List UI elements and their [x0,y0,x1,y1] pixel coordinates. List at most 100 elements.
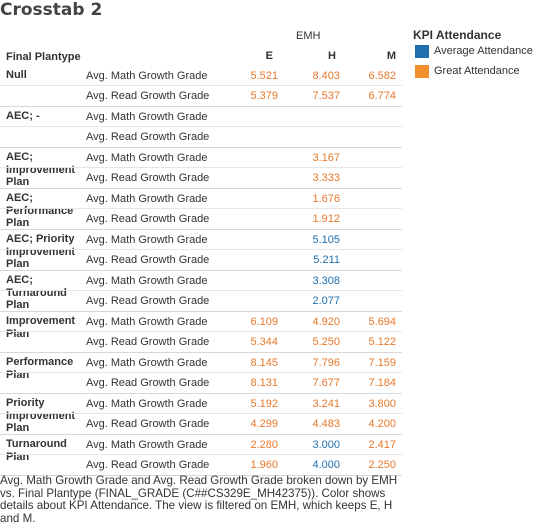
plantype-label: Performance Plan [6,356,74,381]
measure-label: Avg. Math Growth Grade [86,439,208,451]
table-row-group: AEC; - Avg. Math Growth Grade Avg. Read Gr… [0,107,402,148]
table-row: Avg. Read Growth Grade 5.211 [0,250,402,270]
data-cell-value[interactable]: 4.920 [312,316,340,328]
data-cell-value[interactable]: 8.145 [250,357,278,369]
measure-label: Avg. Math Growth Grade [86,193,208,205]
data-cell-value[interactable]: 3.800 [368,398,396,410]
table-row-group: AEC; Improvement Plan Avg. Math Growth Gr… [0,148,402,189]
table-row: Avg. Math Growth Grade 6.109 4.920 5.694 [0,312,402,332]
table-row: Avg. Math Growth Grade 3.308 [0,271,402,291]
data-cell-value[interactable]: 3.000 [312,439,340,451]
legend-title: KPI Attendance [413,28,502,42]
table-row: Avg. Math Growth Grade 1.676 [0,189,402,209]
data-cell-value[interactable]: 8.131 [250,377,278,389]
table-row-group: Performance Plan Avg. Math Growth Grade 8.… [0,353,402,394]
measure-label: Avg. Read Growth Grade [86,131,210,143]
data-cell-value[interactable]: 6.109 [250,316,278,328]
table-row: Avg. Read Growth Grade 2.077 [0,291,402,311]
plantype-label: Turnaround Plan [6,438,67,463]
measure-label: Avg. Read Growth Grade [86,295,210,307]
table-row: Avg. Math Growth Grade 5.521 8.403 6.582 [0,66,402,86]
data-cell-value[interactable]: 5.211 [313,254,340,266]
data-cell-value[interactable]: 7.537 [312,90,340,102]
data-cell-value[interactable]: 2.250 [368,459,396,471]
table-row: Avg. Math Growth Grade 8.145 7.796 7.159 [0,353,402,373]
table-row-group: Improvement Plan Avg. Math Growth Grade 6.… [0,312,402,353]
data-cell-value[interactable]: 3.241 [312,398,340,410]
table-row-group: Null Avg. Math Growth Grade 5.521 8.403 6.58… [0,66,402,107]
column-group-label: EMH [296,30,321,42]
data-cell-value[interactable]: 1.912 [312,213,340,225]
column-header-h: H [328,50,336,62]
data-cell-value[interactable]: 5.344 [250,336,278,348]
measure-label: Avg. Math Growth Grade [86,316,208,328]
table-row: Avg. Read Growth Grade 5.344 5.250 5.122 [0,332,402,352]
table-row: Avg. Math Growth Grade 2.280 3.000 2.417 [0,435,402,455]
sheet-title: Crosstab 2 [0,0,103,20]
measure-label: Avg. Read Growth Grade [86,418,210,430]
measure-label: Avg. Read Growth Grade [86,254,210,266]
data-cell-value[interactable]: 4.299 [250,418,278,430]
table-row: Avg. Math Growth Grade 3.167 [0,148,402,168]
data-cell-value[interactable]: 5.192 [250,398,278,410]
data-cell-value[interactable]: 3.308 [312,275,340,287]
table-row: Avg. Read Growth Grade [0,127,402,147]
plantype-label: AEC; Priority Improvement Plan [6,233,76,271]
plantype-label: Improvement Plan [6,315,76,340]
data-cell-value[interactable]: 7.796 [312,357,340,369]
table-row-group: AEC; Turnaround Plan Avg. Math Growth Gra… [0,271,402,312]
row-header-label: Final Plantype [6,51,81,63]
data-cell-value[interactable]: 5.694 [368,316,396,328]
table-row: Avg. Read Growth Grade 1.912 [0,209,402,229]
measure-label: Avg. Math Growth Grade [86,70,208,82]
data-cell-value[interactable]: 5.521 [250,70,278,82]
data-cell-value[interactable]: 3.333 [312,172,340,184]
data-cell-value[interactable]: 2.280 [250,439,278,451]
table-row: Avg. Read Growth Grade 8.131 7.677 7.184 [0,373,402,393]
plantype-label: AEC; Improvement Plan [6,151,76,189]
table-row-group: AEC; Performance Plan Avg. Math Growth Gr… [0,189,402,230]
data-cell-value[interactable]: 5.379 [250,90,278,102]
measure-label: Avg. Read Growth Grade [86,90,210,102]
data-cell-value[interactable]: 5.105 [312,234,340,246]
legend-swatch-great [415,65,429,78]
table-row-group: Priority Improvement Plan Avg. Math Growt… [0,394,402,435]
data-cell-value[interactable]: 3.167 [312,152,340,164]
measure-label: Avg. Math Growth Grade [86,234,208,246]
table-row: Avg. Read Growth Grade 4.299 4.483 4.200 [0,414,402,434]
data-cell-value[interactable]: 7.159 [368,357,396,369]
measure-label: Avg. Read Growth Grade [86,213,210,225]
column-header-m: M [386,50,396,62]
caption-text: Avg. Math Growth Grade and Avg. Read Gro… [0,474,398,525]
data-cell-value[interactable]: 8.403 [312,70,340,82]
measure-label: Avg. Math Growth Grade [86,111,208,123]
legend-label-great: Great Attendance [434,65,520,77]
plantype-label: AEC; Turnaround Plan [6,274,67,312]
measure-label: Avg. Read Growth Grade [86,172,210,184]
data-cell-value[interactable]: 1.960 [250,459,278,471]
data-cell-value[interactable]: 2.417 [368,439,396,451]
data-cell-value[interactable]: 4.483 [312,418,340,430]
table-row: Avg. Read Growth Grade 1.960 4.000 2.250 [0,455,402,475]
data-cell-value[interactable]: 7.677 [312,377,340,389]
legend-swatch-average [415,45,429,58]
column-header-e: E [265,50,273,62]
measure-label: Avg. Math Growth Grade [86,398,208,410]
data-cell-value[interactable]: 5.250 [312,336,340,348]
measure-label: Avg. Read Growth Grade [86,336,210,348]
data-cell-value[interactable]: 1.676 [312,193,340,205]
table-row: Avg. Math Growth Grade 5.192 3.241 3.800 [0,394,402,414]
legend-label-average: Average Attendance [434,45,533,57]
table-row: Avg. Read Growth Grade 3.333 [0,168,402,188]
data-cell-value[interactable]: 4.000 [312,459,340,471]
table-row: Avg. Math Growth Grade 5.105 [0,230,402,250]
data-cell-value[interactable]: 6.582 [368,70,396,82]
plantype-label: AEC; - [6,110,40,122]
measure-label: Avg. Math Growth Grade [86,357,208,369]
data-cell-value[interactable]: 4.200 [368,418,396,430]
data-cell-value[interactable]: 6.774 [368,90,396,102]
data-cell-value[interactable]: 5.122 [368,336,396,348]
plantype-label: AEC; Performance Plan [6,192,74,230]
data-cell-value[interactable]: 7.184 [368,377,396,389]
data-cell-value[interactable]: 2.077 [312,295,340,307]
